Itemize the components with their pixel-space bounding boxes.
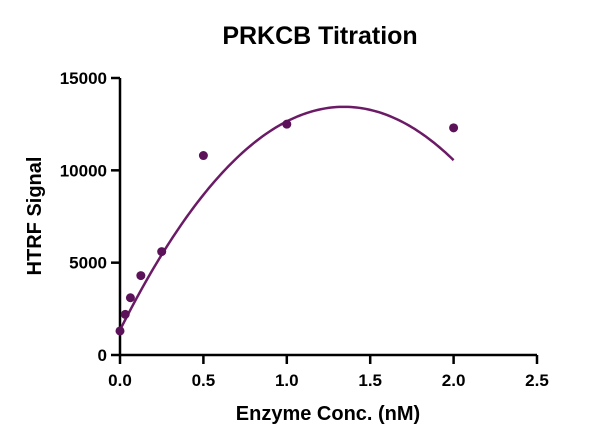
y-tick-label: 0 (98, 346, 107, 365)
x-tick-label: 1.0 (275, 371, 299, 390)
data-point (282, 119, 292, 129)
y-tick-label: 15000 (60, 69, 107, 88)
data-points (115, 119, 459, 336)
x-tick-label: 1.5 (358, 371, 382, 390)
axes (118, 78, 537, 357)
data-point (449, 123, 459, 133)
x-tick-label: 0.5 (192, 371, 216, 390)
data-point (198, 151, 208, 161)
fit-curve (118, 105, 455, 331)
y-ticks: 0 5000 10000 15000 (60, 69, 120, 365)
x-ticks: 0.0 0.5 1.0 1.5 2.0 2.5 (108, 355, 549, 390)
chart-title: PRKCB Titration (222, 22, 417, 50)
data-point (157, 247, 167, 257)
y-tick-label: 5000 (69, 254, 107, 273)
x-tick-label: 0.0 (108, 371, 132, 390)
y-axis-label: HTRF Signal (24, 157, 46, 276)
data-point (125, 293, 135, 303)
x-tick-label: 2.0 (442, 371, 466, 390)
x-axis-label: Enzyme Conc. (nM) (236, 403, 420, 425)
data-point (115, 326, 125, 336)
data-point (120, 309, 130, 319)
x-tick-label: 2.5 (525, 371, 549, 390)
data-point (136, 271, 146, 281)
y-tick-label: 10000 (60, 161, 107, 180)
